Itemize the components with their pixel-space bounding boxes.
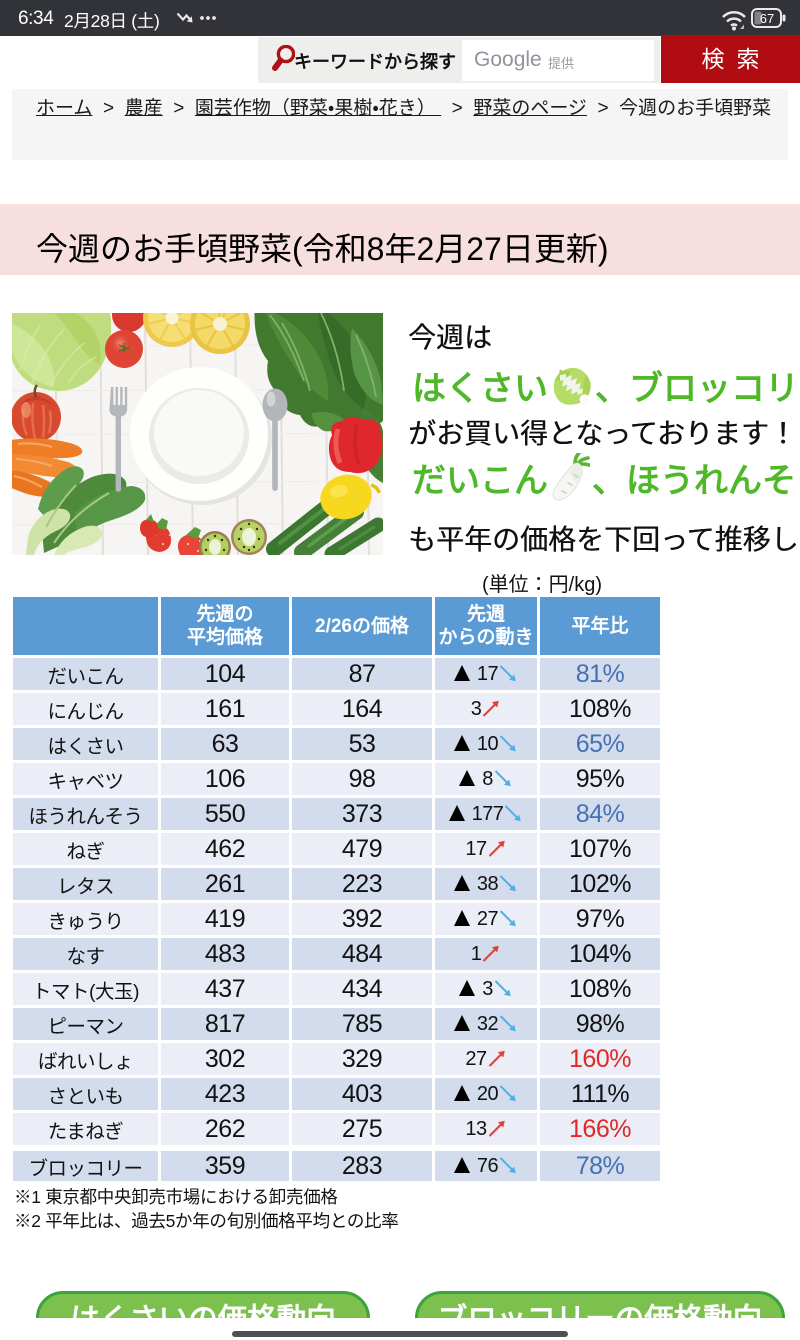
svg-text:67: 67: [760, 11, 774, 26]
